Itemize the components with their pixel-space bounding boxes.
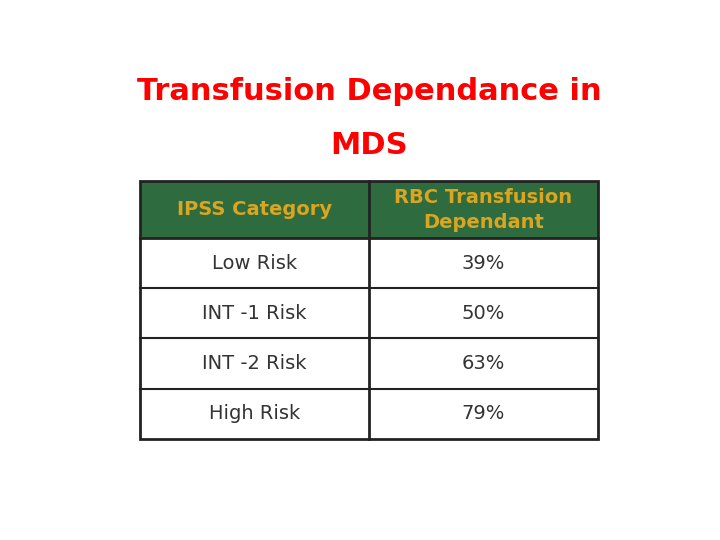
Bar <box>140 238 598 288</box>
Text: MDS: MDS <box>330 131 408 160</box>
Text: 79%: 79% <box>462 404 505 423</box>
Text: IPSS Category: IPSS Category <box>177 200 332 219</box>
Bar <box>140 339 598 389</box>
Bar <box>140 181 598 238</box>
Text: High Risk: High Risk <box>209 404 300 423</box>
Text: Transfusion Dependance in: Transfusion Dependance in <box>137 77 601 106</box>
Text: 50%: 50% <box>462 304 505 323</box>
Text: Low Risk: Low Risk <box>212 254 297 273</box>
Text: INT -2 Risk: INT -2 Risk <box>202 354 307 373</box>
Bar <box>140 389 598 439</box>
Text: 39%: 39% <box>462 254 505 273</box>
Text: RBC Transfusion
Dependant: RBC Transfusion Dependant <box>395 187 572 232</box>
Text: 63%: 63% <box>462 354 505 373</box>
Text: INT -1 Risk: INT -1 Risk <box>202 304 307 323</box>
Bar <box>140 288 598 339</box>
Bar <box>140 181 598 439</box>
